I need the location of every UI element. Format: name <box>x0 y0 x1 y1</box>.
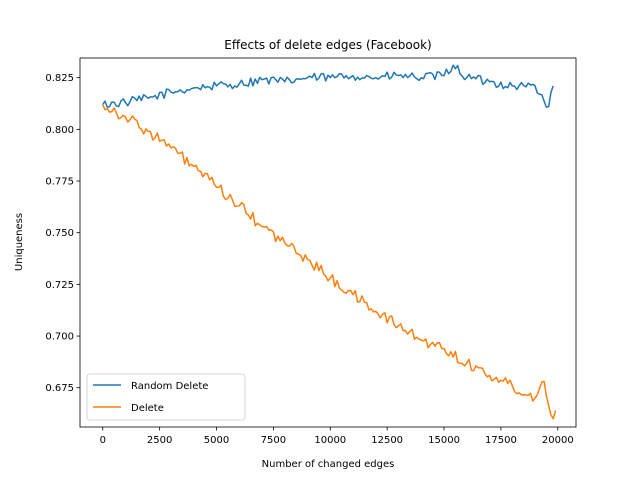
x-axis-ticks: 0 2500 5000 7500 10000 12500 15000 17500 20000 <box>100 427 574 446</box>
y-tick-label: 0.700 <box>45 332 74 343</box>
legend-label-delete: Delete <box>131 403 164 414</box>
plot-frame <box>79 57 577 428</box>
legend: Random Delete Delete <box>86 373 246 421</box>
y-axis-ticks: 0.675 0.700 0.725 0.750 0.775 0.800 0.825 <box>45 73 80 394</box>
x-tick-label: 2500 <box>147 435 172 446</box>
x-tick-label: 0 <box>100 435 106 446</box>
x-tick-label: 5000 <box>204 435 229 446</box>
y-axis-label: Uniqueness <box>14 213 25 271</box>
legend-label-random-delete: Random Delete <box>131 381 208 392</box>
chart-title: Effects of delete edges (Facebook) <box>224 38 431 52</box>
x-tick-label: 12500 <box>371 435 403 446</box>
x-tick-label: 7500 <box>261 435 286 446</box>
y-tick-label: 0.725 <box>45 280 74 291</box>
x-tick-label: 20000 <box>542 435 574 446</box>
y-tick-label: 0.800 <box>45 125 74 136</box>
y-tick-label: 0.675 <box>45 383 74 394</box>
legend-box <box>86 373 246 421</box>
series-line-delete <box>102 104 557 420</box>
series-layer <box>102 64 557 420</box>
plot-area <box>80 58 576 427</box>
x-tick-label: 17500 <box>485 435 517 446</box>
x-axis-label: Number of changed edges <box>262 459 395 470</box>
y-tick-label: 0.825 <box>45 73 74 84</box>
y-tick-label: 0.750 <box>45 228 74 239</box>
x-tick-label: 10000 <box>314 435 346 446</box>
x-tick-label: 15000 <box>428 435 460 446</box>
series-line-random-delete <box>102 64 554 109</box>
y-tick-label: 0.775 <box>45 177 74 188</box>
